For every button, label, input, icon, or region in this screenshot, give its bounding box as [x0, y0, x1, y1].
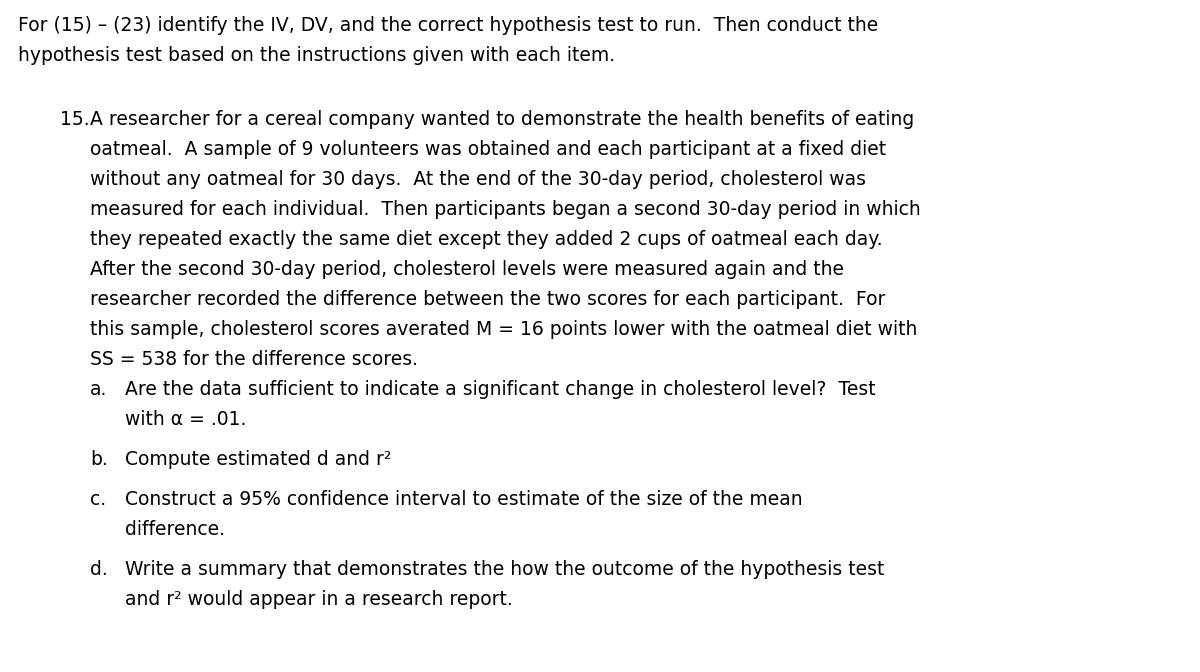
Text: After the second 30-day period, cholesterol levels were measured again and the: After the second 30-day period, choleste… — [90, 260, 844, 279]
Text: oatmeal.  A sample of 9 volunteers was obtained and each participant at a fixed : oatmeal. A sample of 9 volunteers was ob… — [90, 140, 886, 159]
Text: this sample, cholesterol scores averated M = 16 points lower with the oatmeal di: this sample, cholesterol scores averated… — [90, 320, 917, 339]
Text: 15.: 15. — [60, 110, 90, 129]
Text: they repeated exactly the same diet except they added 2 cups of oatmeal each day: they repeated exactly the same diet exce… — [90, 230, 883, 249]
Text: Are the data sufficient to indicate a significant change in cholesterol level?  : Are the data sufficient to indicate a si… — [125, 380, 876, 399]
Text: b.: b. — [90, 450, 108, 469]
Text: difference.: difference. — [125, 520, 226, 539]
Text: and r² would appear in a research report.: and r² would appear in a research report… — [125, 590, 512, 609]
Text: A researcher for a cereal company wanted to demonstrate the health benefits of e: A researcher for a cereal company wanted… — [90, 110, 914, 129]
Text: Compute estimated d and r²: Compute estimated d and r² — [125, 450, 391, 469]
Text: c.: c. — [90, 490, 106, 509]
Text: d.: d. — [90, 560, 108, 579]
Text: measured for each individual.  Then participants began a second 30-day period in: measured for each individual. Then parti… — [90, 200, 920, 219]
Text: without any oatmeal for 30 days.  At the end of the 30-day period, cholesterol w: without any oatmeal for 30 days. At the … — [90, 170, 866, 189]
Text: hypothesis test based on the instructions given with each item.: hypothesis test based on the instruction… — [18, 46, 616, 65]
Text: with α = .01.: with α = .01. — [125, 410, 246, 429]
Text: SS = 538 for the difference scores.: SS = 538 for the difference scores. — [90, 350, 418, 369]
Text: a.: a. — [90, 380, 107, 399]
Text: Write a summary that demonstrates the how the outcome of the hypothesis test: Write a summary that demonstrates the ho… — [125, 560, 884, 579]
Text: Construct a 95% confidence interval to estimate of the size of the mean: Construct a 95% confidence interval to e… — [125, 490, 803, 509]
Text: researcher recorded the difference between the two scores for each participant. : researcher recorded the difference betwe… — [90, 290, 886, 309]
Text: For (15) – (23) identify the IV, DV, and the correct hypothesis test to run.  Th: For (15) – (23) identify the IV, DV, and… — [18, 16, 878, 35]
